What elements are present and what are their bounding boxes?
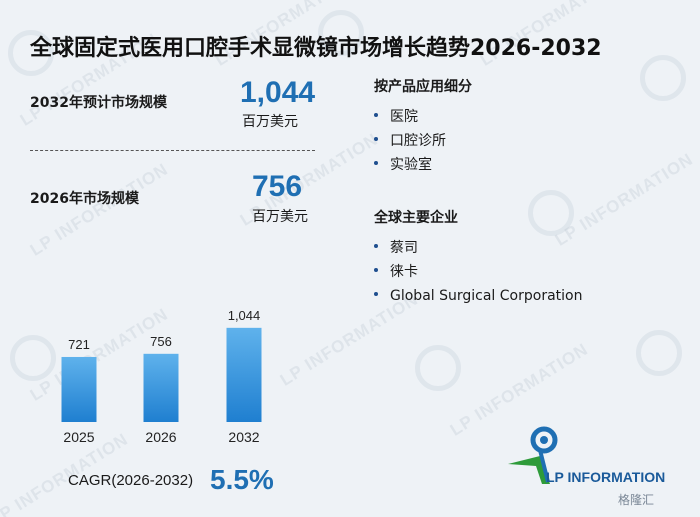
segment-players-list: 蔡司徕卡 Global Surgical Corporation <box>374 236 582 308</box>
bar-2032 <box>226 327 262 422</box>
player-item: 蔡司 <box>374 236 582 260</box>
logo-text: LP INFORMATION <box>546 469 666 485</box>
lp-information-logo-icon <box>508 426 558 484</box>
bullet-icon <box>374 292 378 296</box>
bar-value-label: 1,044 <box>228 308 261 323</box>
bar-value-label: 756 <box>150 334 172 349</box>
player-item: Global Surgical Corporation <box>374 284 582 308</box>
metric-2026-label: 2026年市场规模 <box>30 191 139 207</box>
cagr-value: 5.5% <box>210 464 274 495</box>
bar-2025 <box>61 356 97 422</box>
metric-2026-unit: 百万美元 <box>252 209 308 225</box>
metric-2026-value: 756 <box>252 170 303 203</box>
bar-2026 <box>143 353 179 422</box>
metrics-divider <box>30 150 315 151</box>
application-item-label: 医院 <box>390 109 418 125</box>
application-item-label: 实验室 <box>390 157 432 173</box>
segment-players-title: 全球主要企业 <box>374 210 458 226</box>
bar-category-label: 2032 <box>228 429 259 445</box>
application-item: 口腔诊所 <box>374 129 446 153</box>
cagr-label: CAGR(2026-2032) <box>68 472 194 489</box>
bullet-icon <box>374 161 378 165</box>
bullet-icon <box>374 137 378 141</box>
player-item-label: 徕卡 <box>390 264 418 280</box>
bullet-icon <box>374 268 378 272</box>
metric-2032-unit: 百万美元 <box>242 114 298 130</box>
metric-2032-value: 1,044 <box>240 76 316 109</box>
application-item-label: 口腔诊所 <box>390 133 446 149</box>
corner-watermark: 格隆汇 <box>618 493 655 507</box>
application-item: 医院 <box>374 105 446 129</box>
player-item-label: 蔡司 <box>390 240 418 256</box>
player-item-label: Global Surgical Corporation <box>390 288 583 304</box>
player-item: 徕卡 <box>374 260 582 284</box>
bullet-icon <box>374 244 378 248</box>
page-title: 全球固定式医用口腔手术显微镜市场增长趋势2026-2032 <box>30 36 602 61</box>
metric-2032-label: 2032年预计市场规模 <box>30 95 167 111</box>
bullet-icon <box>374 113 378 117</box>
application-item: 实验室 <box>374 153 446 177</box>
segment-application-title: 按产品应用细分 <box>374 79 472 95</box>
bar-category-label: 2025 <box>63 429 94 445</box>
bar-category-label: 2026 <box>145 429 176 445</box>
bar-value-label: 721 <box>68 337 90 352</box>
segment-application-list: 医院 口腔诊所 实验室 <box>374 105 446 177</box>
